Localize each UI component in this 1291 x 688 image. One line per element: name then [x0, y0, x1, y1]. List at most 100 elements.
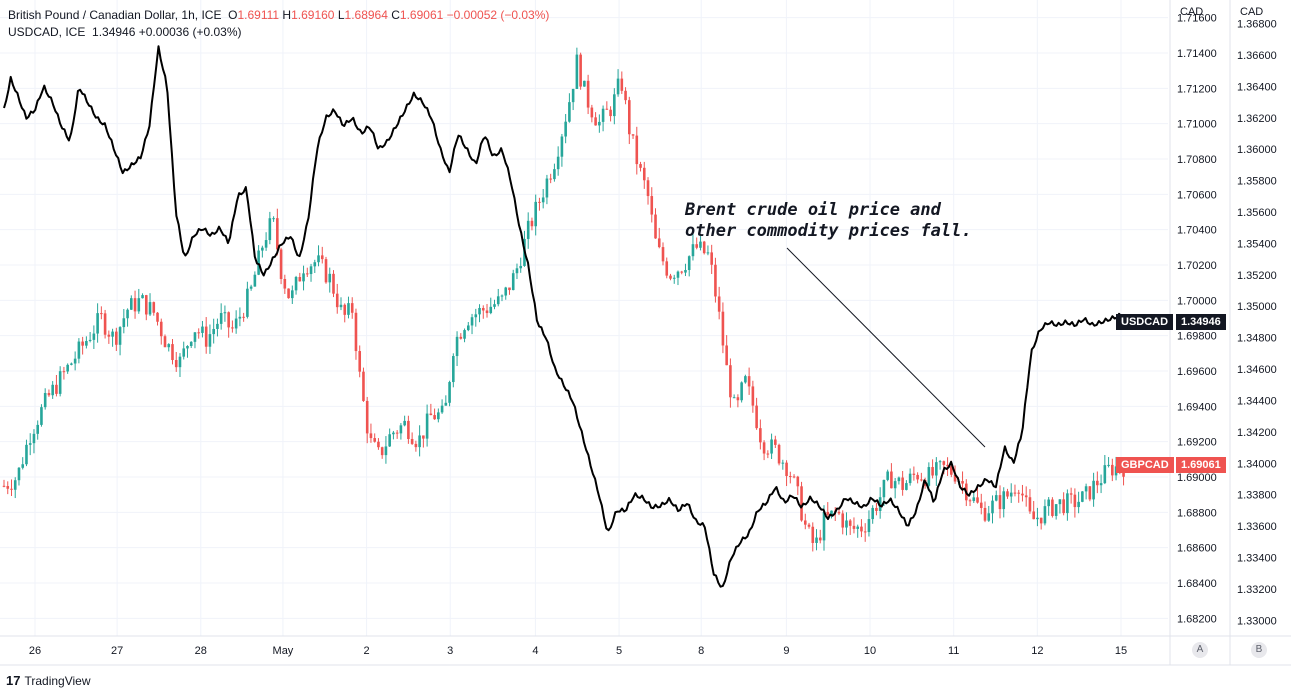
candle-body	[504, 287, 508, 296]
candle-body	[631, 134, 635, 136]
y-tick-label-right: 1.35400	[1237, 238, 1277, 250]
candle-body	[148, 302, 152, 315]
candle-body	[216, 323, 219, 329]
legend-symbol: British Pound / Canadian Dollar, 1h, ICE	[8, 8, 222, 22]
candle-body	[1058, 499, 1062, 505]
y-tick-label-left: 1.69200	[1177, 437, 1217, 449]
candle-body	[403, 420, 406, 426]
candle-body	[661, 247, 665, 262]
legend-close: 1.69061	[399, 8, 444, 22]
y-tick-label-right: 1.35200	[1237, 270, 1277, 282]
candle-body	[935, 462, 938, 476]
candle-body	[107, 334, 111, 337]
candle-body	[444, 402, 448, 406]
legend-change: −0.00052 (−0.03%)	[446, 8, 550, 22]
candle-body	[687, 256, 691, 271]
candle-body	[762, 442, 766, 454]
annotation-pointer	[786, 247, 986, 448]
candle-body	[968, 500, 972, 502]
candle-body	[736, 397, 740, 401]
candle-body	[998, 495, 1002, 510]
candle-body	[541, 197, 545, 203]
candle-body	[1077, 501, 1080, 508]
candle-body	[676, 271, 680, 278]
candle-body	[343, 304, 347, 315]
candle-body	[571, 88, 575, 103]
candle-body	[287, 288, 290, 299]
candle-body	[1096, 480, 1099, 486]
y-tick-label-right: 1.33800	[1237, 490, 1277, 502]
axis-header-left: CAD	[1180, 6, 1204, 18]
candle-body	[111, 331, 114, 337]
candle-body	[729, 365, 732, 398]
candle-body	[92, 333, 96, 340]
candle-body	[601, 108, 605, 122]
candle-body	[219, 313, 223, 324]
candle-body	[249, 286, 253, 289]
candle-body	[1036, 517, 1039, 520]
candle-body	[264, 240, 268, 248]
legend-gbpcad: British Pound / Canadian Dollar, 1h, ICE…	[8, 8, 550, 22]
candle-body	[613, 94, 616, 117]
candle-body	[714, 264, 717, 297]
candle-body	[302, 273, 305, 282]
candle-body	[466, 325, 470, 331]
candle-body	[73, 358, 77, 364]
candle-body	[103, 313, 107, 335]
candle-body	[28, 443, 32, 445]
x-tick-label: 11	[948, 645, 959, 657]
candle-body	[976, 497, 979, 503]
candle-body	[201, 326, 204, 333]
axis-header-right: CAD	[1240, 6, 1264, 18]
candle-body	[115, 331, 118, 345]
candle-body	[58, 371, 62, 394]
candle-body	[725, 345, 728, 366]
y-tick-label-left: 1.70200	[1177, 260, 1217, 272]
candle-body	[204, 326, 208, 347]
y-tick-label-right: 1.34600	[1237, 364, 1277, 376]
x-tick-label: 10	[864, 645, 876, 657]
candle-body	[276, 218, 279, 250]
candle-body	[950, 466, 953, 475]
candle-body	[1002, 491, 1006, 510]
scale-a-button[interactable]: A	[1192, 642, 1208, 658]
candle-body	[189, 341, 193, 347]
candle-body	[1047, 499, 1050, 507]
y-tick-label-left: 1.68600	[1177, 543, 1217, 555]
y-tick-label-left: 1.71000	[1177, 119, 1217, 131]
y-axis-usdcad: 1.36800 1.36600 1.36400 1.36200 1.36000 1.358…	[1237, 19, 1277, 628]
candle-body	[751, 386, 755, 406]
candle-body	[815, 537, 818, 543]
candle-body	[856, 526, 860, 529]
candle-body	[747, 376, 751, 387]
candle-body	[1111, 464, 1114, 476]
scale-b-button[interactable]: B	[1251, 642, 1267, 658]
tradingview-logo-icon: 17	[6, 673, 21, 688]
candle-body	[605, 108, 609, 110]
y-tick-label-right: 1.33600	[1237, 521, 1277, 533]
candle-body	[848, 520, 852, 526]
candle-body	[320, 255, 324, 260]
y-tick-label-right: 1.36400	[1237, 81, 1277, 93]
y-tick-label-left: 1.70600	[1177, 189, 1217, 201]
candle-body	[583, 80, 586, 87]
candle-body	[88, 339, 92, 341]
candle-body	[822, 511, 826, 541]
candle-body	[85, 340, 88, 346]
y-tick-label-left: 1.68400	[1177, 578, 1217, 590]
candle-body	[43, 392, 47, 408]
legend-change-2: +0.00036 (+0.03%)	[138, 25, 242, 39]
candle-body	[665, 261, 669, 276]
candle-body	[350, 303, 354, 313]
candle-body	[388, 434, 391, 447]
candle-body	[231, 327, 234, 329]
y-tick-label-right: 1.35800	[1237, 176, 1277, 188]
candle-body	[789, 476, 792, 478]
candle-body	[377, 441, 380, 448]
candle-body	[156, 312, 159, 322]
candle-body	[871, 507, 874, 520]
x-tick-label: 27	[111, 645, 123, 657]
candle-body	[380, 447, 384, 456]
y-tick-label-right: 1.33200	[1237, 584, 1277, 596]
